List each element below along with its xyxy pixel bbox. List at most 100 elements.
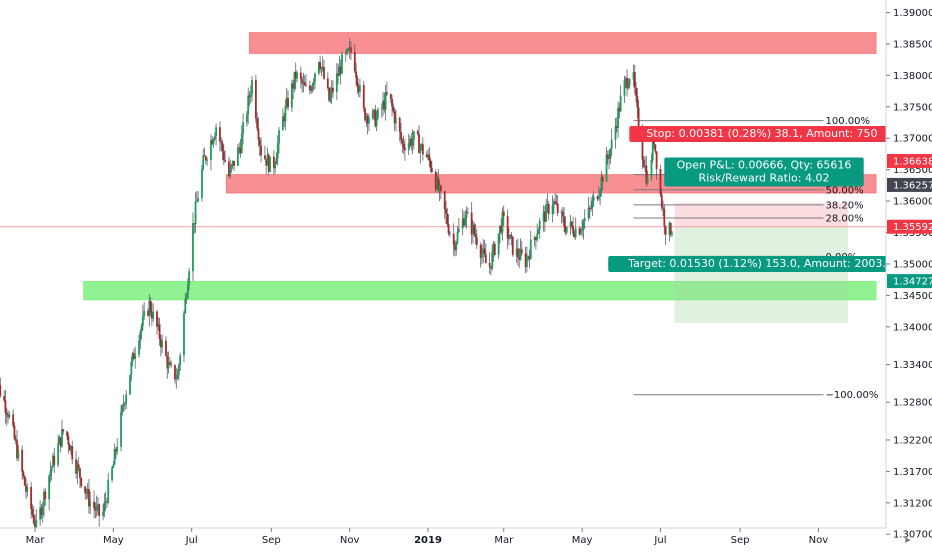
candle-body: [158, 324, 161, 340]
candle-body: [488, 263, 491, 267]
candle-body: [561, 211, 564, 217]
candle-body: [608, 158, 610, 160]
candle-body: [256, 118, 259, 129]
candle-body: [115, 449, 117, 452]
candle-body: [551, 205, 554, 215]
candle-body: [194, 201, 197, 225]
settings-icon[interactable]: ▸: [905, 533, 911, 546]
candle-body: [167, 362, 170, 369]
price-tick-label: 1.35000: [893, 259, 932, 270]
candle-body: [294, 71, 297, 79]
candle-body: [411, 140, 414, 146]
long-position-tool[interactable]: [0, 202, 886, 323]
candle-body: [398, 117, 401, 132]
candle-body: [592, 196, 595, 201]
candle-body: [143, 310, 146, 316]
candle-body: [319, 62, 322, 70]
candle-body: [617, 107, 619, 128]
candle-body: [185, 297, 188, 299]
candle-body: [62, 429, 65, 432]
candle-body: [635, 87, 637, 97]
candle-body: [389, 93, 392, 99]
candle-body: [569, 221, 572, 227]
candle-body: [482, 248, 485, 254]
candle-body: [383, 100, 386, 110]
candle-body: [419, 147, 422, 154]
candle-body: [14, 438, 17, 441]
candle-body: [269, 156, 271, 172]
price-badge-bg: [887, 177, 932, 192]
candle-body: [310, 90, 313, 92]
candle-body: [212, 139, 215, 145]
candle-body: [527, 256, 530, 258]
candle-body: [517, 248, 519, 258]
candle-body: [57, 444, 60, 465]
candle-body: [637, 107, 640, 133]
candle-body: [377, 109, 379, 118]
candle-body: [599, 190, 601, 197]
candle-body: [68, 444, 71, 451]
candle-body: [510, 234, 513, 237]
candle-body: [67, 435, 70, 445]
candle-body: [224, 160, 226, 162]
candle-body: [454, 244, 456, 251]
stop-area: [674, 202, 848, 227]
candle-body: [430, 168, 433, 173]
candle-body: [301, 79, 304, 84]
candle-body: [140, 325, 143, 332]
candle-body: [66, 431, 69, 436]
candle-body: [365, 116, 368, 121]
candle-body: [380, 108, 383, 110]
candle-body: [543, 211, 546, 222]
candle-body: [290, 83, 293, 108]
candle-body: [102, 511, 104, 516]
candle-body: [366, 116, 369, 124]
candle-body: [428, 154, 431, 161]
candle-body: [239, 148, 242, 154]
time-tick-label: Mar: [26, 535, 46, 546]
candle-body: [138, 341, 140, 355]
candle-body: [93, 501, 95, 508]
candle-body: [258, 139, 261, 146]
candle-body: [152, 311, 155, 319]
candle-body: [197, 198, 200, 202]
candle-body: [31, 509, 34, 515]
time-tick-label: Nov: [340, 535, 360, 546]
candle-body: [165, 340, 167, 356]
candle-body: [183, 313, 185, 356]
candle-body: [179, 355, 182, 366]
candle-body: [472, 224, 474, 235]
candle-body: [159, 339, 162, 348]
price-tick-label: 1.39000: [893, 8, 932, 19]
price-tick-label: 1.34000: [893, 322, 932, 333]
candle-body: [58, 437, 61, 445]
candle-body: [591, 200, 594, 208]
candle-body: [627, 85, 630, 89]
candle-body: [257, 128, 260, 140]
candle-body: [547, 203, 550, 215]
candle-body: [174, 365, 176, 380]
candle-body: [70, 446, 72, 451]
candle-body: [473, 224, 476, 234]
candle-body: [628, 79, 631, 86]
candle-body: [296, 72, 298, 79]
candle-body: [386, 92, 388, 94]
candle-body: [416, 131, 419, 135]
candle-body: [356, 77, 359, 87]
price-badges: 1.36638 1.36257 1.35592 1.34727: [887, 153, 932, 289]
candle-body: [149, 300, 152, 313]
candle-body: [85, 492, 88, 494]
candle-body: [7, 414, 9, 418]
candle-body: [412, 131, 415, 141]
candle-body: [579, 230, 582, 235]
candle-body: [284, 106, 287, 122]
candle-body: [75, 459, 77, 474]
candle-body: [554, 201, 557, 204]
price-tick-label: 1.38000: [893, 71, 932, 82]
candle-body: [121, 405, 124, 412]
candle-body: [626, 78, 628, 89]
candle-body: [446, 213, 449, 225]
candle-body: [211, 140, 214, 145]
